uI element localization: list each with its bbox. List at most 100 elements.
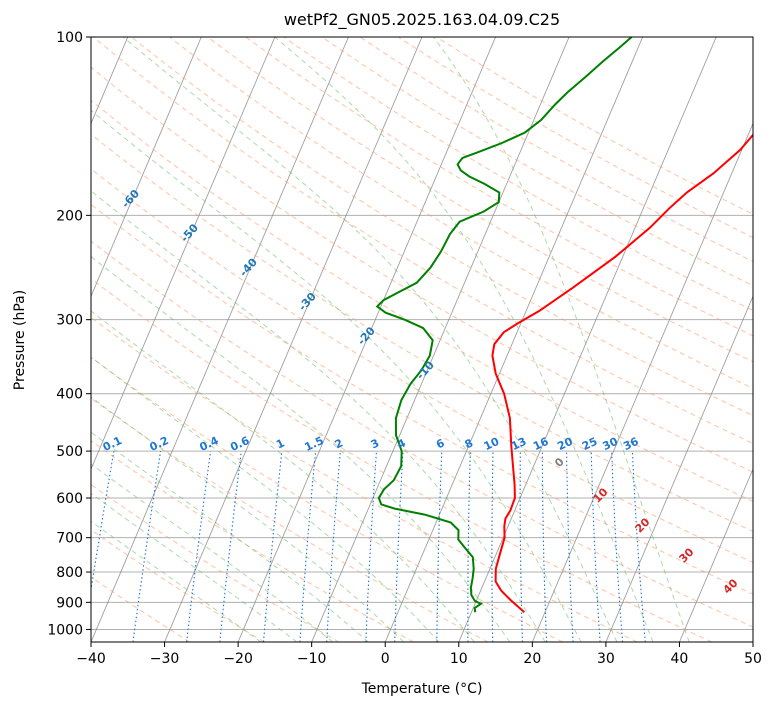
dry-adiabat-line	[91, 133, 753, 533]
moist-adiabat-line	[91, 356, 440, 642]
dry-adiabat-line	[91, 203, 753, 595]
mixing-ratio-line	[467, 451, 471, 642]
dry-adiabat-line	[91, 576, 190, 642]
y-tick-label: 500	[56, 444, 83, 460]
dry-adiabat-line	[91, 483, 340, 642]
x-tick-label: 50	[744, 651, 762, 667]
mixing-ratio-line	[519, 451, 524, 642]
dry-adiabat-line	[435, 37, 753, 215]
mixing-ratio-line	[365, 451, 378, 642]
dry-adiabat-line	[283, 37, 753, 312]
dry-adiabat-line	[91, 316, 638, 642]
mixing-ratio-label: 3	[369, 436, 381, 451]
y-tick-label: 800	[56, 565, 83, 581]
moist-adiabat-line	[91, 463, 334, 642]
mixing-ratio-label: 36	[621, 435, 641, 453]
moist-adiabat-line	[91, 109, 582, 642]
plot-frame	[90, 36, 754, 643]
profile-lines	[375, 37, 753, 613]
isotherm-label: -40	[237, 255, 260, 279]
moist-adiabat-line	[274, 37, 654, 642]
y-tick-label: 1000	[47, 622, 83, 638]
chart-title: wetPf2_GN05.2025.163.04.09.C25	[284, 10, 560, 30]
isotherm-line	[679, 467, 753, 642]
moist-adiabat-line	[91, 520, 262, 642]
moist-adiabat-line	[91, 190, 546, 642]
mixing-ratio-label: 20	[555, 435, 575, 453]
dry-adiabat-line	[91, 397, 489, 642]
x-tick-label: 10	[450, 651, 468, 667]
x-tick-label: 20	[523, 651, 541, 667]
y-tick-label: 200	[56, 208, 83, 224]
isotherm-line	[91, 37, 202, 298]
y-axis-title: Pressure (hPa)	[12, 290, 28, 390]
mixing-ratio-line	[219, 451, 242, 642]
isotherm-label: -30	[296, 290, 319, 314]
axes: −40 −30 −20 −10 0 10 20 30 40 5010020030040050060…	[47, 30, 762, 667]
isotherm-line	[164, 37, 423, 642]
moist-adiabat-line	[91, 310, 475, 642]
dry-adiabat-line	[91, 356, 563, 642]
moist-adiabat-line	[91, 255, 511, 642]
x-tick-label: 30	[597, 651, 615, 667]
dry-adiabat-label: 10	[591, 485, 611, 505]
isotherm-label: -50	[178, 221, 201, 245]
moist-adiabat-line	[432, 37, 690, 642]
mixing-ratio-line	[631, 451, 646, 642]
y-tick-label: 900	[56, 595, 83, 611]
mixing-ratio-line	[590, 451, 601, 642]
isotherm-line	[91, 37, 276, 471]
mixing-ratio-line	[91, 451, 115, 594]
mixing-ratio-line	[566, 451, 574, 642]
moist-adiabat-line	[91, 492, 298, 642]
dry-adiabat-label: 0	[552, 455, 567, 470]
dry-adiabat-line	[91, 440, 414, 642]
y-tick-label: 400	[56, 387, 83, 403]
x-tick-label: −30	[150, 651, 180, 667]
moist-adiabat-line	[91, 431, 369, 642]
mixing-ratio-line	[299, 451, 317, 642]
x-axis-title: Temperature (°C)	[361, 681, 483, 697]
isotherm-line	[384, 37, 644, 642]
mixing-ratio-line	[262, 451, 283, 642]
isotherm-line	[752, 640, 753, 642]
isotherm-label: -70	[60, 153, 83, 177]
isotherm-label: -80	[1, 118, 24, 142]
y-tick-label: 300	[56, 313, 83, 329]
mixing-ratio-line	[491, 451, 494, 642]
mixing-ratio-line	[611, 451, 624, 642]
moist-adiabat-line	[91, 396, 404, 642]
dry-adiabat-line	[245, 37, 753, 337]
dry-adiabat-line	[91, 66, 753, 473]
y-tick-label: 100	[56, 30, 83, 46]
isotherm-line	[458, 37, 717, 642]
mixing-ratio-label: 30	[601, 435, 621, 453]
dry-adiabat-line	[207, 37, 753, 363]
moist-adiabat-line	[122, 37, 618, 642]
x-tick-label: −20	[223, 651, 253, 667]
isotherm-line	[605, 295, 753, 642]
isotherm-label: -10	[414, 358, 437, 382]
mixing-ratio-label: 10	[482, 435, 502, 453]
temperature-profile-line	[491, 133, 753, 613]
mixing-ratio-label: 1	[274, 436, 286, 451]
mixing-ratio-label: 16	[531, 435, 551, 453]
background-lines	[91, 37, 753, 642]
dry-adiabat-line	[92, 37, 753, 445]
x-tick-label: −40	[76, 651, 106, 667]
mixing-ratio-label: 25	[580, 435, 599, 453]
dry-adiabat-label: 40	[721, 576, 741, 596]
dry-adiabat-line	[91, 240, 753, 628]
mixing-ratio-label: 13	[509, 435, 528, 453]
isotherm-line	[237, 37, 496, 642]
dry-adiabat-line	[321, 37, 753, 287]
isotherm-label: -60	[119, 187, 142, 211]
x-tick-label: 0	[381, 651, 390, 667]
dry-adiabat-label: 30	[677, 545, 697, 565]
mixing-ratio-line	[436, 451, 443, 642]
x-tick-label: 40	[671, 651, 689, 667]
isotherm-line	[531, 122, 753, 642]
dry-adiabat-line	[131, 37, 753, 417]
